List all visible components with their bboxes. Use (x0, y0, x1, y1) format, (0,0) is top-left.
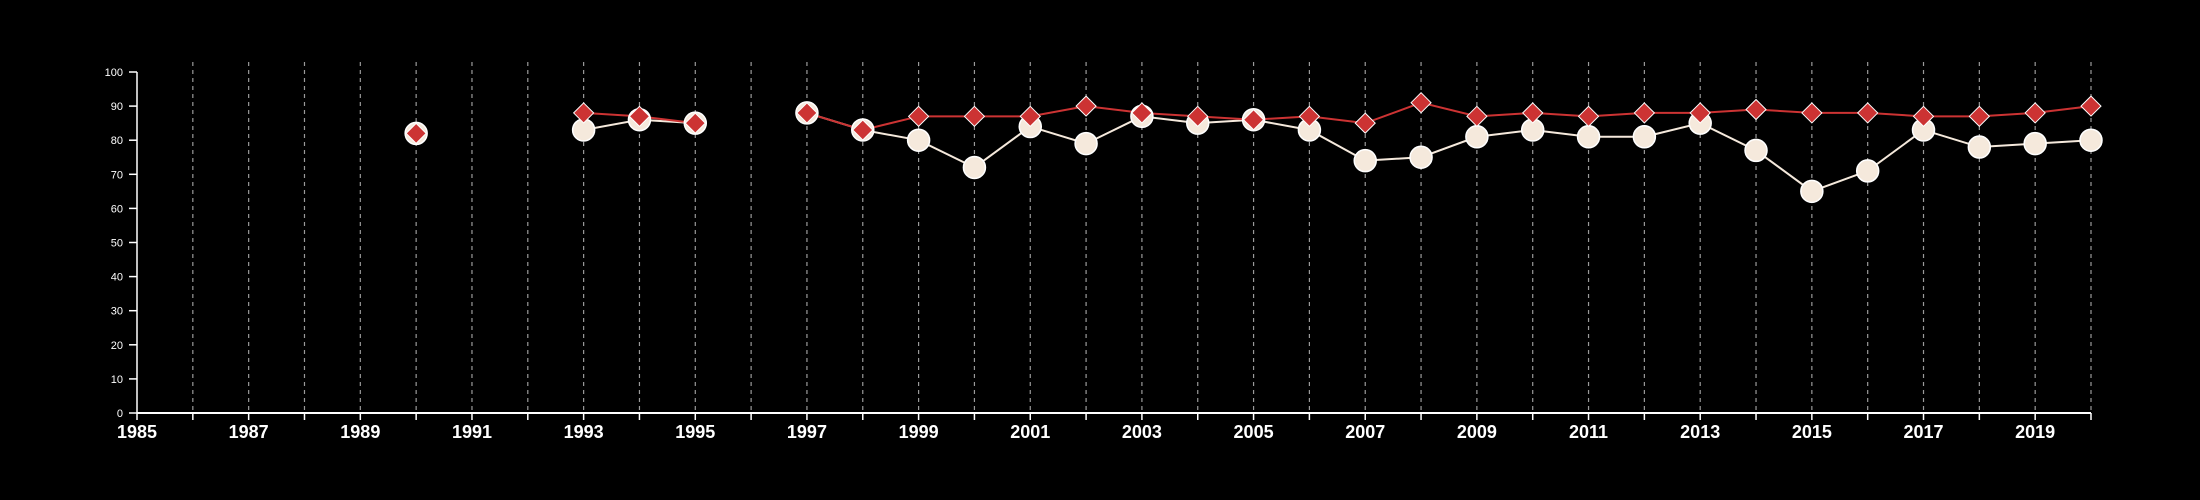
series-2-point-1993 (572, 102, 595, 124)
series-2-point-1998 (852, 119, 874, 141)
x-tick-label-2001: 2001 (1010, 422, 1050, 442)
series-2-point-2016 (1856, 102, 1879, 124)
series-2-point-1999 (907, 105, 930, 128)
x-tick-label-2013: 2013 (1680, 422, 1720, 442)
series-1-point-2015 (1800, 179, 1824, 204)
series-2-point-2010 (1522, 102, 1544, 124)
x-tick-label-1991: 1991 (452, 422, 492, 442)
series-2-point-2014 (1745, 98, 1767, 121)
series-2-point-2001 (1019, 105, 1041, 128)
x-tick-label-2017: 2017 (1903, 422, 1943, 442)
x-tick-label-2015: 2015 (1792, 422, 1832, 442)
series-1-line (806, 111, 2092, 193)
series-1-point-1999 (906, 128, 931, 152)
series-2-point-2009 (1466, 105, 1488, 128)
x-tick-label-2005: 2005 (1234, 422, 1274, 442)
axis-layer: 0 10 20 30 40 50 60 70 80 90 100 1985 1987 1989 1991 19… (105, 67, 2092, 442)
series-2-point-2004 (1187, 105, 1209, 128)
series-1-point-2019 (2023, 131, 2047, 156)
x-tick-label-2019: 2019 (2015, 422, 2055, 442)
series-2-point-1997 (796, 102, 818, 124)
y-tick-label-100: 100 (105, 67, 123, 79)
series-1-point-2007 (1353, 148, 1377, 173)
series-1-point-2011 (1576, 125, 1601, 149)
series-1-point-2018 (1967, 135, 1992, 159)
series-2-point-1995 (684, 112, 706, 134)
y-tick-label-10: 10 (111, 374, 123, 386)
series-1-point-2000 (962, 155, 987, 180)
y-tick-label-40: 40 (111, 272, 123, 284)
x-tick-label-1993: 1993 (564, 422, 604, 442)
x-tick-label-2003: 2003 (1122, 422, 1162, 442)
series-1-point-2008 (1409, 145, 1433, 169)
series-2-point-2018 (1968, 105, 1991, 128)
series-1-point-2020 (2079, 128, 2103, 152)
series-2-point-1994 (628, 105, 651, 128)
x-tick-label-1997: 1997 (787, 422, 827, 442)
series-2-point-2020 (2080, 95, 2102, 117)
y-tick-label-50: 50 (111, 238, 123, 250)
y-tick-label-20: 20 (111, 340, 123, 352)
y-tick-label-80: 80 (111, 135, 123, 147)
series-2-point-2011 (1577, 105, 1600, 128)
series-1-point-2014 (1744, 138, 1768, 163)
series-2-point-2012 (1633, 102, 1656, 124)
x-tick-label-2011: 2011 (1569, 422, 1608, 442)
series-markers (404, 91, 2103, 204)
series-2-line (806, 101, 2092, 132)
y-tick-label-70: 70 (111, 169, 123, 181)
x-tick-label-1995: 1995 (675, 422, 715, 442)
series-1-point-2002 (1074, 131, 1098, 156)
series-2-point-2002 (1075, 95, 1097, 117)
series-1-point-2009 (1465, 125, 1489, 149)
x-tick-label-2009: 2009 (1457, 422, 1497, 442)
x-tick-label-1987: 1987 (229, 422, 269, 442)
series-2-point-2017 (1912, 105, 1935, 128)
x-tick-label-2007: 2007 (1345, 422, 1385, 442)
y-tick-label-60: 60 (111, 203, 123, 215)
series-2-point-2000 (963, 105, 986, 128)
x-tick-label-1999: 1999 (899, 422, 939, 442)
series-2-point-2003 (1131, 102, 1153, 124)
series-2-point-2008 (1410, 91, 1432, 114)
series-1-point-2012 (1632, 125, 1657, 149)
x-tick-label-1985: 1985 (117, 422, 157, 442)
series-2-point-2019 (2024, 102, 2046, 124)
y-tick-label-30: 30 (111, 306, 123, 318)
y-tick-label-0: 0 (117, 408, 123, 420)
series-2-point-2007 (1354, 112, 1376, 134)
series-2-point-1990 (405, 122, 427, 145)
series-2-point-2013 (1689, 102, 1711, 124)
series-2-point-2006 (1298, 105, 1321, 128)
y-tick-label-90: 90 (111, 101, 123, 113)
series-2-point-2015 (1801, 102, 1823, 124)
series-1-point-2016 (1855, 159, 1880, 183)
series-2-point-2005 (1242, 109, 1265, 131)
x-tick-label-1989: 1989 (340, 422, 380, 442)
